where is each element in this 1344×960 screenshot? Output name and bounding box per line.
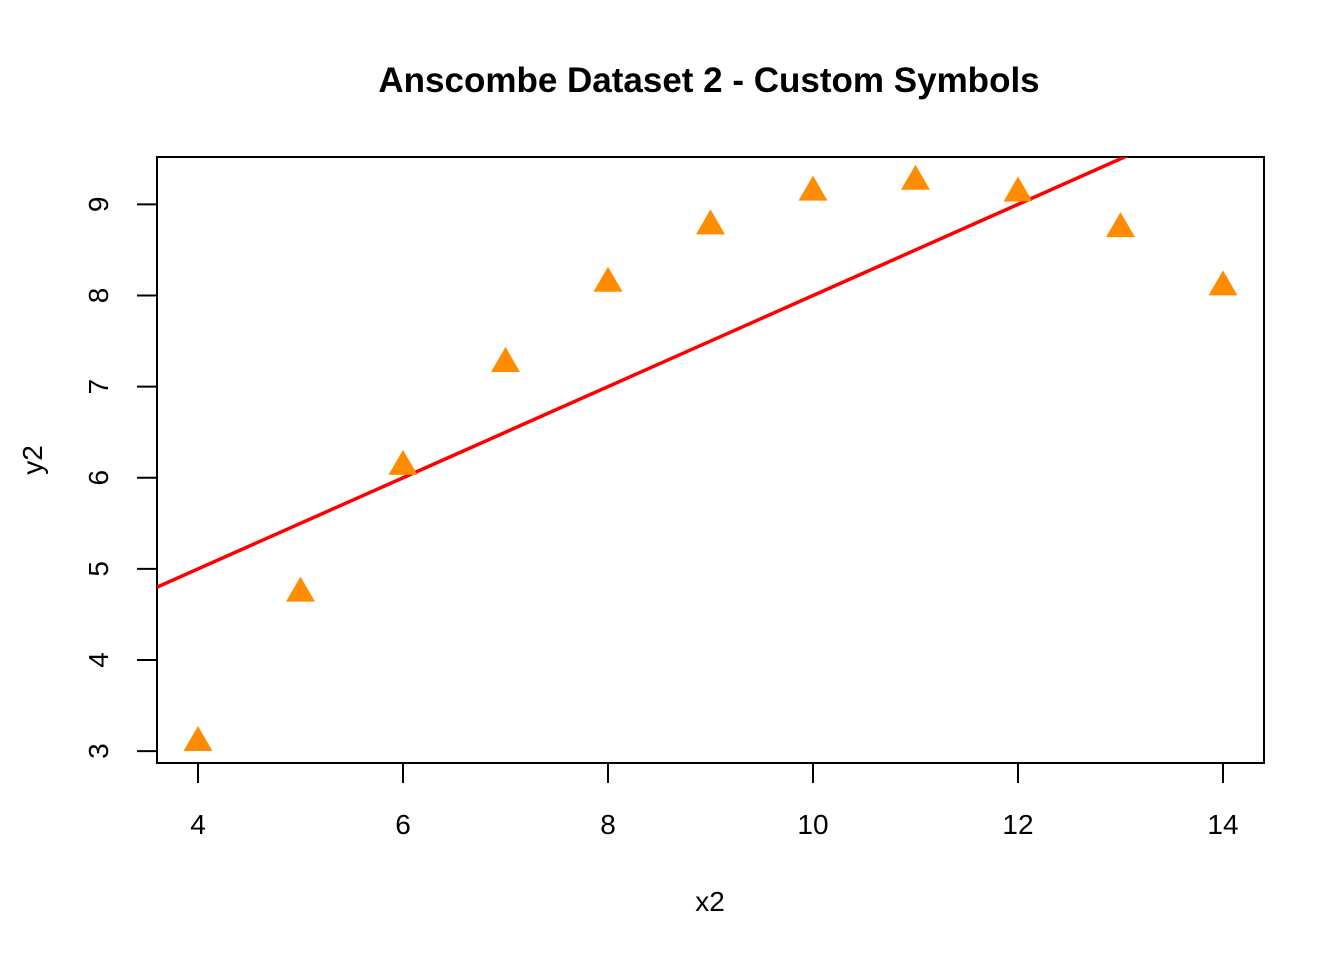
data-point-triangle <box>183 726 213 752</box>
y-tick-label: 6 <box>83 470 114 486</box>
x-tick-label: 8 <box>600 809 616 840</box>
y-tick-label: 5 <box>83 561 114 577</box>
data-point-triangle <box>798 175 828 201</box>
data-point-triangle <box>901 164 930 190</box>
plot-frame <box>156 156 1265 764</box>
data-point-triangle <box>388 449 418 475</box>
y-tick-label: 9 <box>83 197 114 213</box>
y-tick-label: 8 <box>83 288 114 304</box>
y-tick-label: 4 <box>83 652 114 668</box>
data-point-triangle <box>1003 176 1033 202</box>
x-tick-label: 4 <box>190 809 206 840</box>
y-tick-label: 7 <box>83 379 114 395</box>
x-tick-label: 6 <box>395 809 411 840</box>
x-axis-title: x2 <box>695 886 725 917</box>
data-point-triangle <box>1106 212 1135 238</box>
x-tick-label: 14 <box>1207 809 1238 840</box>
chart-title: Anscombe Dataset 2 - Custom Symbols <box>378 61 1039 100</box>
y-tick-label: 3 <box>83 743 114 759</box>
data-point-triangle <box>593 266 623 292</box>
x-tick-label: 12 <box>1002 809 1033 840</box>
y-axis-title: y2 <box>17 445 48 475</box>
plot-area <box>157 157 1129 589</box>
data-point-triangle <box>286 576 315 602</box>
x-tick-label: 10 <box>797 809 828 840</box>
data-point-triangle <box>696 209 725 235</box>
data-point-triangle <box>1208 270 1238 296</box>
regression-line <box>157 157 1129 589</box>
x-axis: 4 6 8 10 12 14 <box>190 762 1239 840</box>
data-point-triangle <box>491 346 520 372</box>
y-axis: 3 4 5 6 7 8 9 <box>83 197 158 759</box>
